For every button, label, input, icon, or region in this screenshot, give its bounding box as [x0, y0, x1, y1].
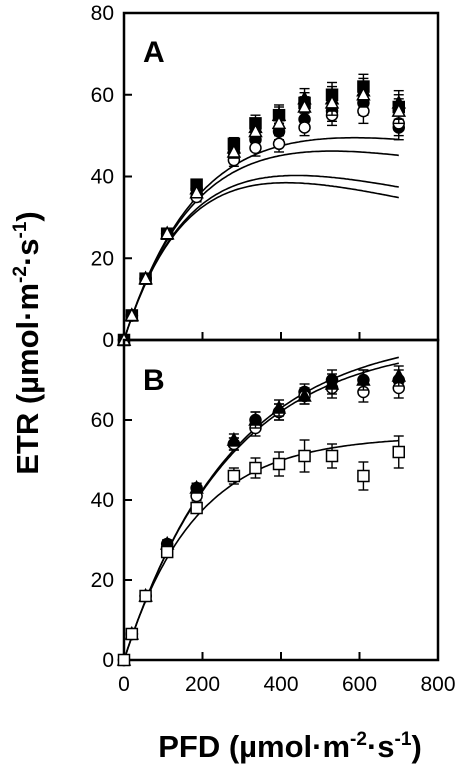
- x-tick-label: 0: [118, 673, 130, 696]
- data-point: [117, 653, 131, 667]
- data-point: [227, 469, 241, 483]
- series-open-triangle: [116, 81, 407, 346]
- data-point: [226, 431, 242, 446]
- data-point: [271, 115, 287, 130]
- data-point: [297, 98, 312, 113]
- y-tick-label: 60: [91, 409, 114, 432]
- data-point: [189, 479, 204, 494]
- panel-label: A: [143, 36, 165, 69]
- x-axis-title: PFD (µmol·m-2·s-1): [158, 729, 422, 764]
- y-tick-label: 20: [91, 247, 114, 270]
- data-point: [249, 461, 262, 475]
- y-tick-label: 60: [91, 84, 114, 107]
- series-filled-triangle: [116, 365, 407, 666]
- data-point: [298, 449, 311, 463]
- data-point: [324, 94, 340, 109]
- series-filled-circle: [117, 369, 405, 667]
- data-point: [298, 121, 311, 134]
- panel-B: 0 20 40 60 B: [91, 338, 440, 672]
- panel-label: B: [143, 364, 165, 397]
- fit-curve: [123, 362, 399, 661]
- plot-frame: [122, 338, 440, 662]
- data-point: [272, 457, 286, 471]
- y-tick-label: 0: [102, 329, 114, 352]
- y-tick-label: 80: [91, 2, 114, 25]
- data-point: [356, 371, 371, 386]
- data-point: [190, 501, 203, 515]
- x-tick-label: 600: [342, 673, 377, 696]
- fit-curve: [123, 181, 399, 341]
- fit-curve: [123, 174, 399, 341]
- data-point: [325, 449, 339, 463]
- data-point: [248, 123, 263, 138]
- data-point: [392, 445, 405, 459]
- x-tick-label: 200: [185, 673, 220, 696]
- y-tick-label: 0: [102, 649, 114, 672]
- data-point: [356, 86, 371, 101]
- data-point: [272, 137, 286, 151]
- y-tick-label: 40: [91, 489, 114, 512]
- x-tick-label: 800: [420, 673, 455, 696]
- data-point: [271, 399, 287, 414]
- data-point: [357, 469, 370, 483]
- x-tick-label: 400: [263, 673, 298, 696]
- data-point: [160, 545, 174, 559]
- y-tick-label: 20: [91, 569, 114, 592]
- data-point: [226, 143, 242, 158]
- data-point: [138, 270, 153, 285]
- series-open-square: [117, 435, 405, 667]
- y-axis-title: ETR (µmol·m-2·s-1): [10, 211, 45, 475]
- y-tick-label: 40: [91, 166, 114, 189]
- data-point: [391, 367, 407, 382]
- data-point: [159, 225, 175, 240]
- panel-A: 0 20 40 60 80 A: [91, 2, 440, 352]
- data-point: [391, 102, 407, 117]
- data-point: [124, 307, 140, 322]
- fit-curve: [123, 356, 399, 661]
- data-point: [249, 141, 262, 155]
- data-point: [248, 411, 263, 426]
- data-point: [139, 589, 152, 603]
- data-point: [324, 375, 340, 390]
- data-point: [189, 184, 204, 199]
- data-point: [297, 387, 312, 402]
- data-point: [125, 627, 139, 641]
